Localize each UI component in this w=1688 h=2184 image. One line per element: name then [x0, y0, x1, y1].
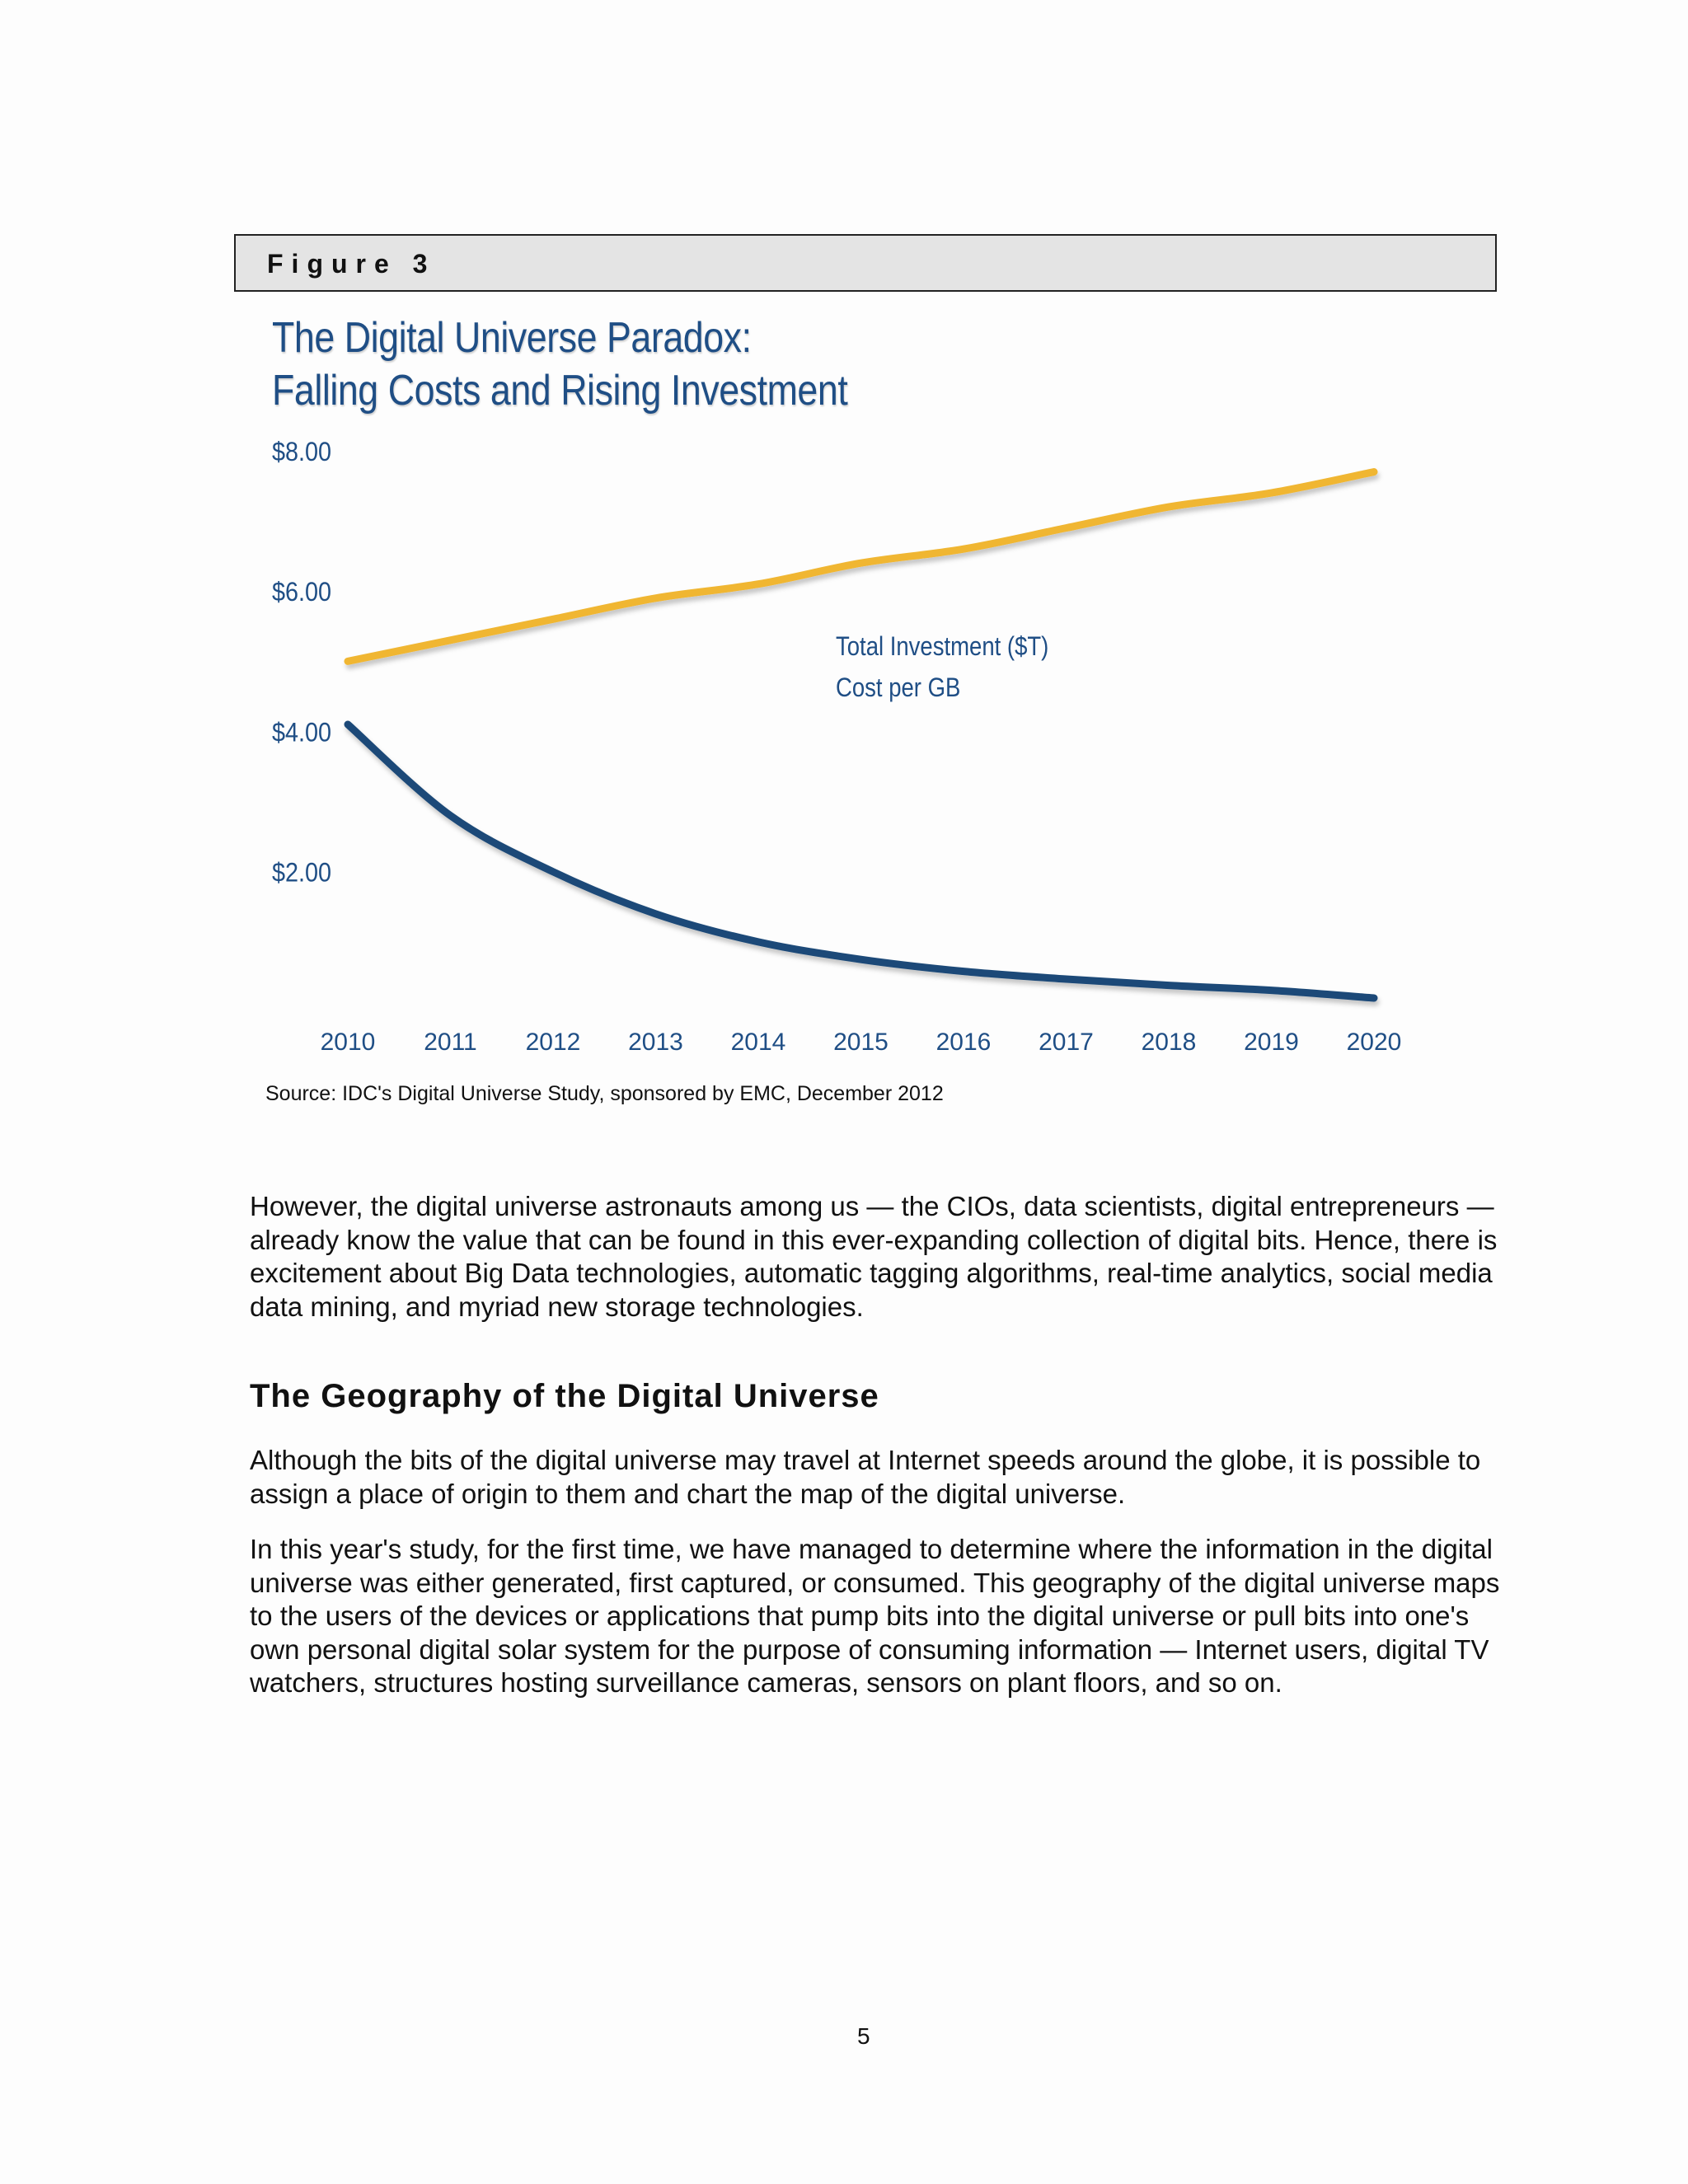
paragraph-geography-2: In this year's study, for the first time… [250, 1534, 1500, 1698]
chart-title-block: The Digital Universe Paradox: Falling Co… [272, 312, 848, 417]
y-tick-label: $6.00 [272, 578, 331, 607]
series-line-total-investment [344, 468, 1378, 665]
y-tick-label: $8.00 [272, 438, 331, 467]
x-tick-label: 2018 [1142, 1029, 1197, 1056]
x-tick-label: 2020 [1347, 1029, 1402, 1056]
x-tick-label: 2010 [321, 1029, 376, 1056]
figure-label: Figure 3 [267, 249, 436, 279]
x-tick-label: 2011 [424, 1029, 477, 1056]
y-tick-label: $4.00 [272, 718, 331, 748]
series-line-cost-per-gb [344, 720, 1378, 1002]
legend-label: Total Investment ($T) [836, 632, 1048, 661]
x-tick-label: 2016 [936, 1029, 992, 1056]
chart-source: Source: IDC's Digital Universe Study, sp… [265, 1082, 944, 1105]
x-tick-label: 2019 [1244, 1029, 1299, 1056]
x-tick-label: 2014 [731, 1029, 786, 1056]
x-tick-label: 2012 [526, 1029, 581, 1056]
paragraph-geography-1: Although the bits of the digital univers… [250, 1445, 1481, 1509]
x-tick-label: 2015 [833, 1029, 889, 1056]
chart-subtitle: Falling Costs and Rising Investment [272, 367, 848, 415]
x-tick-label: 2013 [628, 1029, 683, 1056]
x-tick-label: 2017 [1039, 1029, 1094, 1056]
chart-title: The Digital Universe Paradox: [272, 314, 752, 362]
legend-label: Cost per GB [836, 673, 960, 702]
chart: Total Investment ($T) Cost per GB $8.00 $6… [272, 438, 1402, 1056]
section-heading: The Geography of the Digital Universe [250, 1378, 879, 1414]
page-number: 5 [857, 2023, 870, 2049]
y-tick-label: $2.00 [272, 858, 331, 888]
figure-label-box: Figure 3 [234, 234, 1497, 292]
paragraph-intro: However, the digital universe astronauts… [250, 1191, 1498, 1322]
